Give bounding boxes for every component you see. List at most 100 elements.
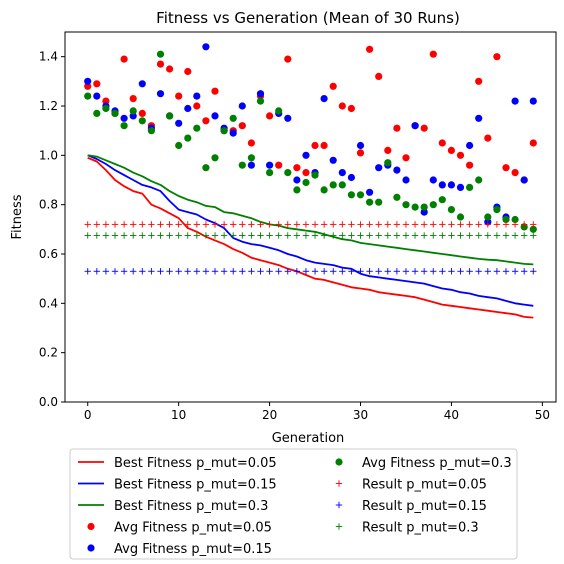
result-marker-2-44 [484,232,492,239]
scatter-point-1-47 [511,97,519,105]
scatter-point-0-23 [293,164,301,172]
result-marker-2-34 [393,232,401,239]
scatter-point-1-23 [293,176,301,184]
scatter-point-0-20 [266,112,274,120]
scatter-point-0-49 [529,139,537,147]
result-marker-0-31 [366,221,373,228]
result-marker-2-49 [530,232,537,239]
result-marker-0-33 [384,221,391,228]
result-marker-0-37 [420,221,428,228]
scatter-point-1-12 [193,92,201,100]
result-marker-0-21 [275,221,282,228]
scatter-point-2-22 [284,169,292,177]
result-marker-1-46 [502,268,510,275]
x-axis-label: Generation [272,431,345,446]
result-marker-1-25 [311,268,319,275]
scatter-point-1-8 [156,90,165,98]
scatter-point-1-16 [229,129,237,137]
scatter-point-1-24 [302,151,310,159]
scatter-point-2-44 [484,213,492,221]
result-marker-2-8 [157,232,164,239]
result-marker-0-28 [339,221,346,228]
result-marker-0-14 [211,221,219,228]
result-marker-0-24 [302,221,310,228]
result-marker-1-45 [493,268,501,275]
scatter-point-2-30 [356,191,365,199]
scatter-point-0-17 [238,122,246,130]
result-marker-1-12 [193,268,201,275]
scatter-point-2-41 [456,213,465,221]
scatter-point-1-30 [356,141,365,150]
result-marker-0-42 [466,221,473,228]
result-marker-2-24 [302,232,310,239]
result-marker-1-14 [211,268,219,275]
result-marker-1-7 [148,268,155,275]
result-marker-1-8 [157,268,164,275]
result-marker-2-36 [411,232,419,239]
scatter-point-2-40 [447,206,455,214]
scatter-point-2-42 [466,183,474,191]
scatter-point-1-14 [211,112,219,120]
x-tick-label-0: 0 [84,408,92,422]
result-marker-0-9 [166,221,173,228]
scatter-point-2-26 [320,186,328,194]
result-marker-2-15 [220,232,228,239]
result-marker-0-47 [511,221,519,228]
scatter-point-0-38 [429,50,437,58]
result-marker-1-6 [139,268,146,275]
scatter-point-0-27 [329,82,337,90]
result-marker-1-2 [102,268,110,275]
scatter-point-2-6 [138,117,146,125]
scatter-point-1-34 [393,166,401,174]
result-marker-0-34 [393,221,401,228]
scatter-point-1-48 [520,176,528,184]
result-marker-0-44 [484,221,492,228]
scatter-point-2-24 [302,178,310,187]
scatter-point-1-37 [420,208,428,216]
scatter-point-2-27 [329,181,337,189]
result-marker-2-7 [148,232,155,239]
y-tick-label-5: 1.0 [39,148,58,162]
scatter-point-2-16 [229,114,237,122]
result-marker-1-10 [175,268,182,275]
scatter-point-1-28 [338,169,346,177]
result-marker-2-31 [366,232,373,239]
scatter-point-2-43 [475,176,483,184]
result-marker-1-33 [384,268,391,275]
scatter-point-1-1 [93,92,101,100]
result-marker-1-37 [420,268,428,275]
scatter-point-0-34 [393,124,401,132]
scatter-point-2-4 [120,122,128,130]
result-marker-1-47 [511,268,519,275]
scatter-point-2-9 [166,112,174,120]
result-marker-0-25 [311,221,319,228]
legend-handle-8 [335,523,343,530]
result-marker-1-41 [457,268,464,275]
result-marker-1-20 [266,268,273,275]
plot-frame [64,31,557,403]
y-tick-label-1: 0.2 [39,346,58,360]
result-marker-2-6 [139,232,146,239]
result-marker-0-20 [266,221,273,228]
result-marker-2-32 [375,232,382,239]
result-marker-2-5 [129,232,137,239]
scatter-point-1-4 [120,114,128,122]
scatter-point-0-44 [484,134,492,142]
scatter-point-1-49 [529,97,537,105]
scatter-point-2-18 [247,154,255,162]
result-marker-1-28 [339,268,346,275]
result-marker-1-42 [466,268,473,275]
result-marker-2-1 [93,232,101,239]
result-marker-1-16 [230,268,237,275]
scatter-point-1-39 [438,181,446,189]
scatter-point-2-3 [111,109,119,117]
scatter-point-2-20 [266,169,274,177]
result-marker-1-15 [220,268,228,275]
result-marker-2-4 [120,232,128,239]
result-marker-1-34 [393,268,401,275]
scatter-point-2-39 [438,196,446,204]
scatter-point-0-26 [320,141,328,150]
result-marker-0-23 [293,221,301,228]
plot-layer: 0 10 20 30 40 50 0.0 0.2 0.4 0.6 0.8 1.0 1.2 1.4 [39,31,557,422]
